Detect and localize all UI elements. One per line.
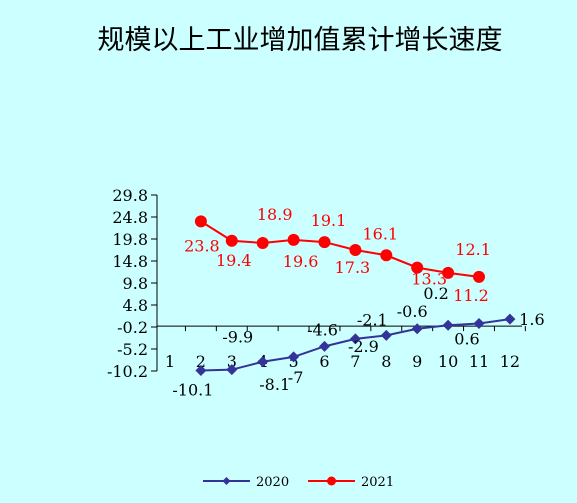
- data-point-2020: [288, 351, 300, 363]
- data-label-2020: -2.9: [348, 337, 379, 356]
- y-tick-label: -10.2: [107, 362, 148, 381]
- y-tick-label: 29.8: [112, 186, 148, 205]
- legend-label: 2020: [256, 475, 289, 490]
- y-tick-label: 19.8: [112, 230, 148, 249]
- data-point-2020: [411, 323, 423, 335]
- legend-label: 2021: [361, 475, 394, 490]
- data-point-2021: [287, 233, 300, 246]
- data-label-2020: -9.9: [222, 328, 253, 347]
- legend-item-2021: 2021: [308, 475, 394, 490]
- data-point-2020: [319, 340, 330, 352]
- data-label-2021: 19.4: [216, 251, 252, 270]
- data-label-2020: -4.6: [307, 320, 338, 339]
- data-label-2021: 12.1: [455, 240, 491, 259]
- data-label-2021: 18.9: [257, 205, 293, 224]
- data-label-2020: -2.1: [357, 310, 388, 329]
- x-tick-label: 10: [438, 352, 458, 371]
- y-tick-label: 9.8: [123, 274, 148, 293]
- data-point-2021: [349, 244, 362, 256]
- x-tick-label: 8: [381, 352, 391, 371]
- y-tick-label: -5.2: [117, 340, 148, 359]
- data-label-2020: 0.2: [423, 284, 448, 303]
- x-tick-label: 12: [500, 352, 520, 371]
- series-line-2021: [200, 220, 480, 278]
- x-tick-label: 6: [319, 352, 329, 371]
- data-point-2020: [504, 313, 516, 325]
- data-label-2021: 19.1: [311, 211, 347, 230]
- data-point-2020: [442, 319, 454, 331]
- data-label-2021: 11.2: [453, 286, 489, 305]
- x-tick-label: 9: [412, 352, 422, 371]
- y-tick-label: -0.2: [117, 318, 148, 337]
- data-label-2020: 1.6: [519, 310, 544, 329]
- data-label-2021: 16.1: [362, 224, 398, 243]
- data-point-2020: [349, 333, 361, 345]
- data-label-2020: -8.1: [259, 375, 290, 394]
- data-point-2020: [226, 364, 238, 376]
- y-tick-label: 14.8: [112, 252, 148, 271]
- data-point-2021: [380, 249, 393, 262]
- data-point-2021: [442, 266, 455, 279]
- data-point-2021: [225, 234, 238, 247]
- x-tick-label: 7: [350, 352, 360, 371]
- data-label-2021: 19.6: [283, 252, 319, 271]
- data-point-2021: [256, 236, 269, 249]
- data-label-2021: 13.3: [411, 270, 447, 289]
- data-point-2021: [318, 236, 331, 249]
- data-label-2020: -7: [288, 368, 304, 387]
- y-tick-label: 24.8: [112, 208, 148, 227]
- data-label-2021: 17.3: [335, 258, 371, 277]
- x-tick-label: 3: [227, 352, 237, 371]
- y-tick-label: 4.8: [123, 296, 148, 315]
- data-point-2021: [473, 270, 485, 283]
- x-tick-label: 1: [165, 352, 175, 371]
- data-point-2021: [194, 215, 207, 228]
- data-point-2020: [257, 356, 269, 368]
- legend-marker: [327, 476, 336, 486]
- data-point-2020: [473, 317, 485, 329]
- legend-marker: [222, 477, 231, 485]
- data-point-2020: [195, 365, 207, 377]
- legend-item-2020: 2020: [203, 475, 289, 490]
- x-tick-label: 2: [196, 352, 206, 371]
- data-label-2020: -0.6: [397, 302, 428, 321]
- data-label-2021: 23.8: [184, 236, 220, 255]
- data-point-2020: [380, 329, 392, 341]
- x-tick-label: 11: [469, 352, 489, 371]
- chart-title: 规模以上工业增加值累计增长速度: [98, 25, 503, 56]
- data-label-2020: -10.1: [172, 381, 213, 400]
- data-point-2021: [411, 261, 424, 274]
- data-label-2020: 0.6: [454, 329, 479, 348]
